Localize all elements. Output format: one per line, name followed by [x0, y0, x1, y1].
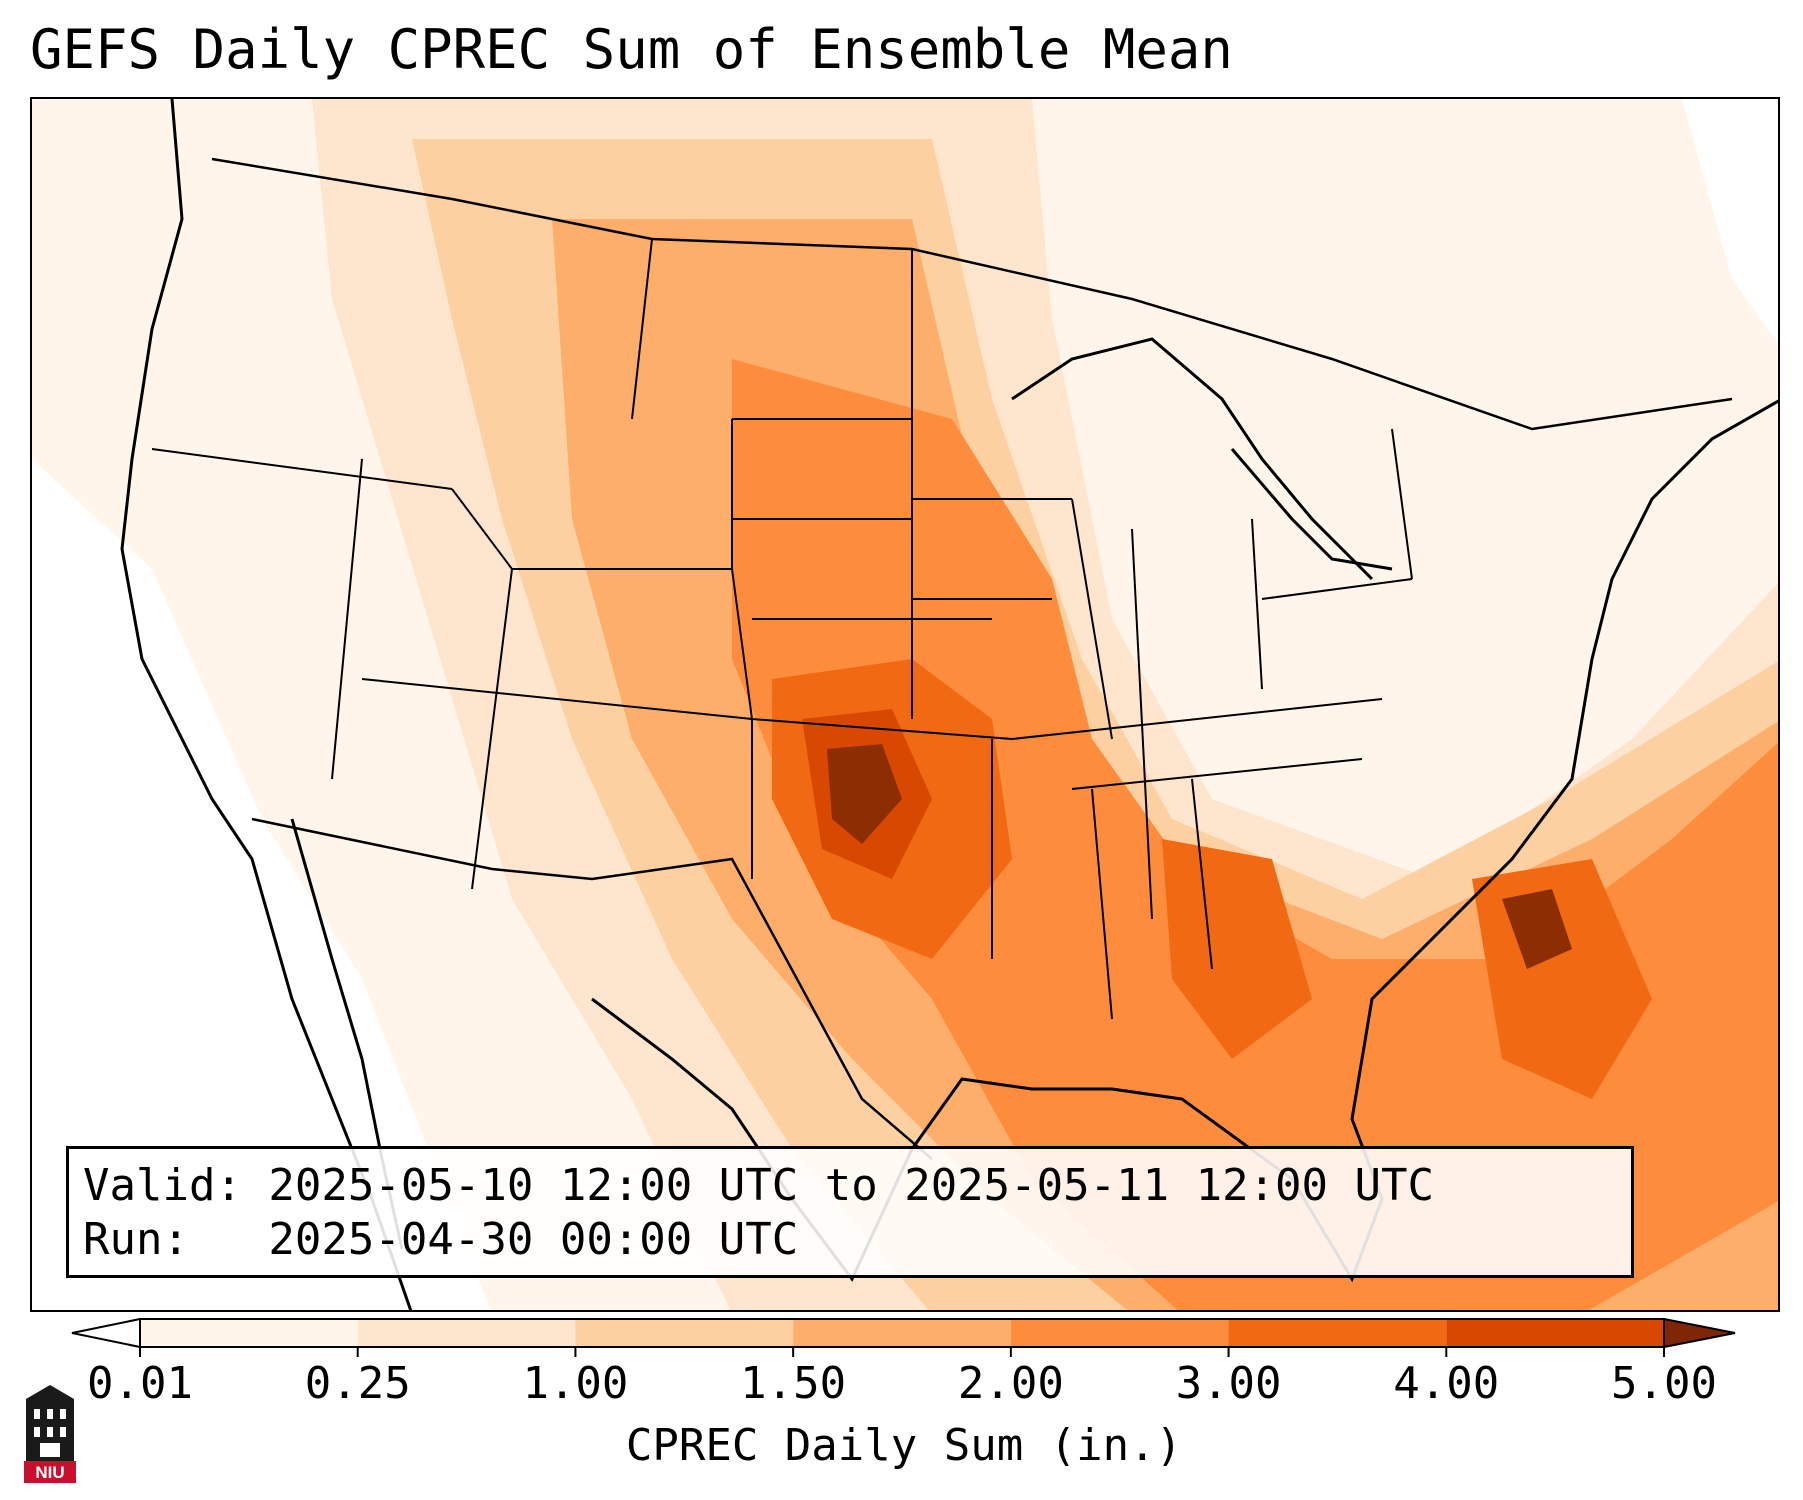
- colorbar-tick-label: 1.00: [522, 1358, 629, 1409]
- colorbar-over-arrow: [1663, 1317, 1736, 1349]
- niu-logo: NIU: [24, 1385, 76, 1483]
- us-mexico-border: [251, 817, 933, 1160]
- precip-max-oklahoma: [827, 744, 902, 844]
- precip-max-atlantic: [1502, 889, 1572, 969]
- us-canada-border: [211, 157, 1733, 431]
- colorbar-tick-label: 0.01: [87, 1358, 193, 1409]
- colorbar-tick-label: 2.00: [957, 1358, 1064, 1409]
- colorbar-segment: [140, 1319, 358, 1347]
- dry-region-northeast: [1682, 99, 1778, 344]
- logo-text: NIU: [35, 1463, 64, 1482]
- colorbar-label: CPREC Daily Sum (in.): [625, 1420, 1183, 1471]
- west-coastline: [120, 99, 413, 1310]
- colorbar-ticks: [139, 1347, 1665, 1357]
- dry-region-west: [32, 459, 491, 1310]
- great-lakes-outline: [1011, 337, 1374, 581]
- colorbar-tick-label: 4.00: [1393, 1358, 1500, 1409]
- colorbar-segment: [1446, 1319, 1664, 1347]
- colorbar-segment: [1010, 1319, 1229, 1347]
- colorbar-segment: [1228, 1319, 1447, 1347]
- colorbar-segments: [139, 1318, 1665, 1348]
- colorbar-segment: [357, 1319, 576, 1347]
- colorbar: [71, 1317, 1736, 1357]
- colorbar-tick-label: 0.25: [304, 1358, 411, 1409]
- logo-badge: [24, 1461, 76, 1483]
- colorbar-tick-label: 1.50: [740, 1358, 847, 1409]
- run-time-text: Run: 2025-04-30 00:00 UTC: [83, 1214, 799, 1265]
- precip-core-southeast: [1162, 839, 1312, 1059]
- colorbar-tick-label: 5.00: [1611, 1358, 1717, 1409]
- colorbar-tick-label: 3.00: [1175, 1358, 1282, 1409]
- colorbar-under-arrow: [71, 1317, 141, 1349]
- precip-map: [32, 99, 1778, 1310]
- colorbar-segment: [793, 1319, 1011, 1347]
- valid-run-info-box: Valid: 2025-05-10 12:00 UTC to 2025-05-1…: [66, 1146, 1634, 1278]
- page-title: GEFS Daily CPREC Sum of Ensemble Mean: [30, 18, 1233, 81]
- state-boundaries: [151, 238, 1413, 1020]
- colorbar-segment: [575, 1319, 794, 1347]
- valid-time-text: Valid: 2025-05-10 12:00 UTC to 2025-05-1…: [83, 1160, 1435, 1211]
- map-panel: [30, 97, 1780, 1312]
- precip-band-1.50: [732, 359, 1778, 1310]
- lake-shoreline: [1230, 448, 1393, 571]
